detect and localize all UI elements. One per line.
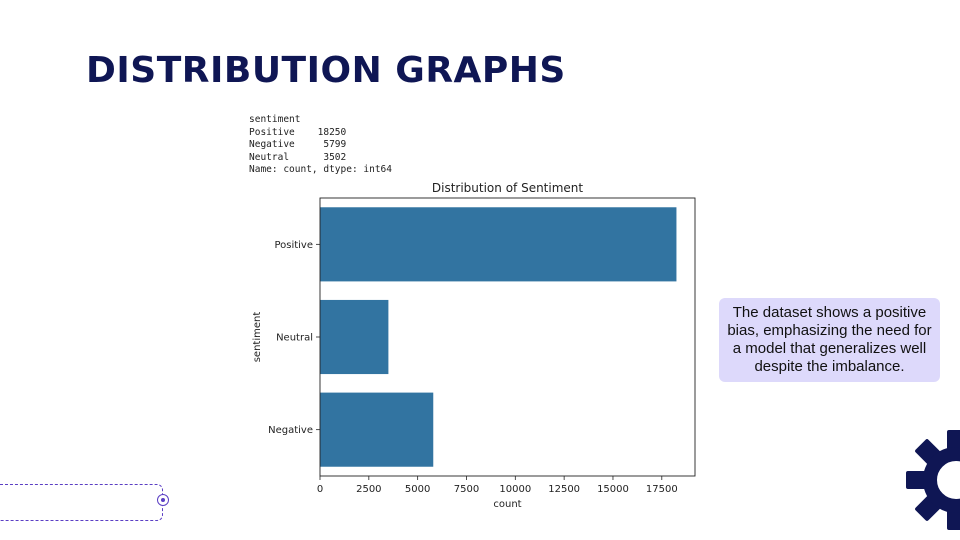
x-tick-label: 5000 [405,484,430,495]
y-axis-label: sentiment [252,312,263,363]
connector-dot-icon [157,494,169,506]
x-tick-label: 0 [317,484,323,495]
console-line: Negative 5799 [249,139,347,151]
x-tick-label: 10000 [499,484,531,495]
y-tick-label: Positive [274,240,313,251]
console-line: Name: count, dtype: int64 [249,164,392,176]
x-tick-label: 2500 [356,484,381,495]
console-line: Positive 18250 [249,126,347,138]
x-axis-label: count [493,499,521,510]
gear-icon [906,430,960,530]
console-line: Neutral 3502 [249,151,347,163]
y-tick-label: Negative [268,425,313,436]
x-tick-label: 7500 [454,484,479,495]
x-tick-label: 12500 [548,484,580,495]
x-tick-label: 15000 [597,484,629,495]
plot-frame [319,197,696,477]
bar-neutral [320,299,389,375]
x-tick-label: 17500 [646,484,678,495]
sentiment-bar-chart: Distribution of Sentiment Positive Neutral… [252,181,696,510]
decorative-dashed-line [0,484,163,521]
bar-positive [320,207,677,282]
console-output: sentiment Positive 18250 Negative 5799 N… [249,114,392,177]
bar-negative [320,392,434,467]
chart-title: Distribution of Sentiment [432,181,584,195]
slide-title: DISTRIBUTION GRAPHS [86,50,566,91]
callout-box: The dataset shows a positive bias, empha… [719,298,940,382]
y-tick-label: Neutral [276,333,313,344]
console-line: sentiment [249,114,301,125]
